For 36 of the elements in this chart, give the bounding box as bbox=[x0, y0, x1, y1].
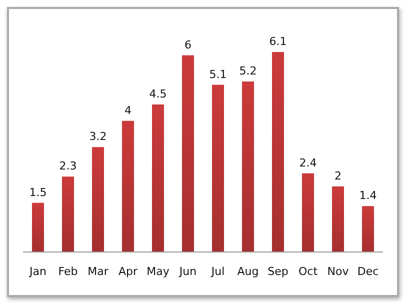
bar bbox=[332, 186, 344, 252]
x-tick-label: Mar bbox=[88, 265, 109, 278]
data-label: 5.2 bbox=[239, 64, 257, 78]
data-label: 6.1 bbox=[269, 35, 287, 48]
data-label: 4.5 bbox=[149, 87, 167, 100]
data-label: 5.1 bbox=[209, 68, 227, 81]
x-tick-label: Feb bbox=[58, 265, 78, 278]
x-tick-label: Jan bbox=[28, 265, 46, 278]
x-tick-label: Jul bbox=[210, 265, 225, 278]
bar bbox=[122, 120, 134, 252]
data-label: 1.5 bbox=[29, 186, 47, 199]
x-tick-label: Jun bbox=[178, 265, 197, 278]
data-label: 2.3 bbox=[59, 160, 77, 173]
bar bbox=[212, 84, 224, 252]
x-tick-label: Dec bbox=[357, 265, 379, 278]
x-tick-label: Oct bbox=[298, 265, 318, 278]
data-label: 2.4 bbox=[299, 156, 317, 170]
bar bbox=[32, 202, 44, 252]
bar bbox=[362, 206, 374, 252]
data-label: 2 bbox=[334, 169, 342, 182]
bar bbox=[242, 82, 254, 252]
data-label: 6 bbox=[184, 38, 192, 52]
data-label: 4 bbox=[124, 104, 132, 117]
data-label: 3.2 bbox=[89, 130, 107, 144]
x-tick-label: Aug bbox=[237, 265, 259, 278]
x-tick-label: Nov bbox=[327, 265, 350, 278]
bar bbox=[272, 52, 284, 252]
bar bbox=[302, 173, 314, 252]
x-tick-label: Sep bbox=[268, 265, 288, 278]
x-tick-label: Apr bbox=[118, 265, 138, 278]
bar bbox=[182, 55, 194, 252]
bar bbox=[62, 176, 74, 252]
bar bbox=[152, 104, 164, 252]
bar bbox=[92, 147, 104, 252]
data-label: 1.4 bbox=[359, 189, 377, 202]
x-tick-label: May bbox=[146, 265, 170, 278]
